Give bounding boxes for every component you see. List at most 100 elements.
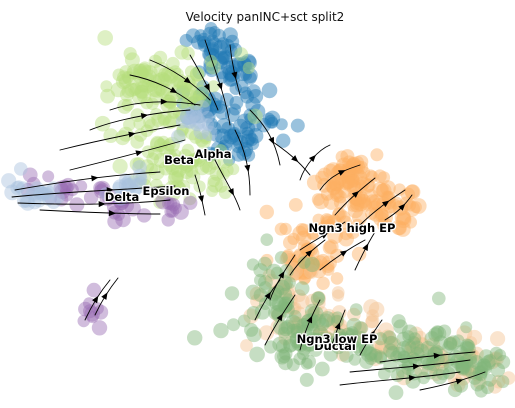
cell-point (372, 181, 389, 198)
streamline (319, 164, 361, 191)
cell-point (189, 116, 205, 132)
cell-point (285, 301, 300, 316)
cell-point (191, 94, 205, 107)
cell-point (238, 86, 252, 100)
cell-point (303, 264, 319, 279)
cell-point (286, 323, 301, 338)
cell-point (310, 258, 323, 270)
streamline-arrowhead (308, 154, 316, 163)
cell-point (403, 199, 417, 212)
cell-point (314, 333, 328, 348)
cell-point (241, 126, 254, 139)
streamline-arrowhead (398, 203, 406, 211)
cell-point (346, 225, 360, 239)
cell-point (66, 183, 79, 197)
cell-point (368, 207, 384, 222)
cell-point (322, 308, 336, 323)
cell-point (245, 133, 259, 147)
cell-point (470, 377, 485, 392)
cell-point (312, 291, 325, 304)
cell-point (326, 179, 342, 195)
cell-point (287, 270, 300, 283)
cell-point (401, 339, 417, 354)
cell-point (27, 185, 43, 201)
cell-point (326, 311, 342, 327)
cell-point (320, 213, 334, 227)
cell-point (196, 134, 211, 149)
cell-point (77, 314, 90, 328)
cell-point (335, 347, 350, 362)
cell-point (415, 337, 430, 352)
cell-point (209, 166, 225, 181)
cell-point (293, 352, 307, 366)
cell-point (127, 183, 142, 198)
cell-point (162, 156, 179, 172)
cell-point (19, 193, 35, 208)
streamline-arrowhead (198, 195, 204, 203)
cell-point (395, 221, 411, 237)
cell-point (317, 220, 333, 235)
cell-point (27, 195, 42, 210)
cell-point (157, 67, 173, 82)
cell-point (141, 69, 157, 85)
cell-point (150, 108, 163, 121)
cell-point (396, 369, 412, 386)
cell-point (217, 51, 230, 65)
cell-point (254, 273, 267, 287)
cell-point (220, 38, 235, 54)
cell-point (170, 76, 183, 90)
cell-point (293, 248, 306, 261)
cell-point (382, 191, 395, 205)
cell-point (119, 65, 133, 79)
cell-point (306, 228, 319, 241)
cell-point (377, 210, 393, 226)
cell-point (20, 182, 36, 198)
cell-point (430, 325, 447, 342)
cell-point (191, 97, 204, 111)
cell-point (99, 190, 116, 207)
cell-point (350, 195, 365, 211)
cell-point (324, 239, 339, 254)
cell-point (278, 355, 293, 371)
cell-point (194, 29, 207, 42)
cell-point (187, 330, 203, 346)
cell-point (365, 314, 380, 328)
cell-point (477, 360, 492, 376)
streamline (204, 39, 231, 126)
cell-point (155, 83, 171, 99)
cell-point (477, 358, 491, 372)
cell-point (160, 83, 173, 97)
cell-point (461, 341, 476, 357)
cell-point (117, 70, 131, 85)
streamline-arrowhead (305, 249, 313, 257)
streamline (214, 159, 241, 211)
cell-point (490, 362, 506, 378)
cell-point (253, 288, 268, 303)
cell-point (371, 340, 385, 354)
cell-point (124, 82, 139, 97)
streamline (289, 239, 326, 276)
cell-point (483, 354, 497, 368)
cell-point (190, 152, 206, 168)
cell-point (223, 128, 239, 145)
streamline-arrowhead (135, 150, 143, 157)
cell-point (123, 118, 136, 131)
cell-point (351, 246, 367, 262)
cell-point (459, 354, 474, 369)
cell-point (157, 73, 172, 88)
cell-point (300, 314, 317, 330)
cell-point (204, 22, 218, 35)
cell-point (352, 160, 366, 174)
cell-point (262, 269, 276, 282)
cell-point (204, 54, 218, 68)
chart-title: Velocity panINC+sct split2 (186, 10, 345, 24)
cell-point (367, 350, 383, 367)
cell-point (207, 97, 222, 112)
cell-point (331, 315, 344, 328)
cell-point (199, 132, 213, 145)
cell-point (202, 100, 218, 117)
streamline-arrowhead (408, 375, 417, 381)
cell-point (296, 267, 309, 280)
cell-point (283, 339, 298, 353)
cell-point (100, 80, 113, 93)
